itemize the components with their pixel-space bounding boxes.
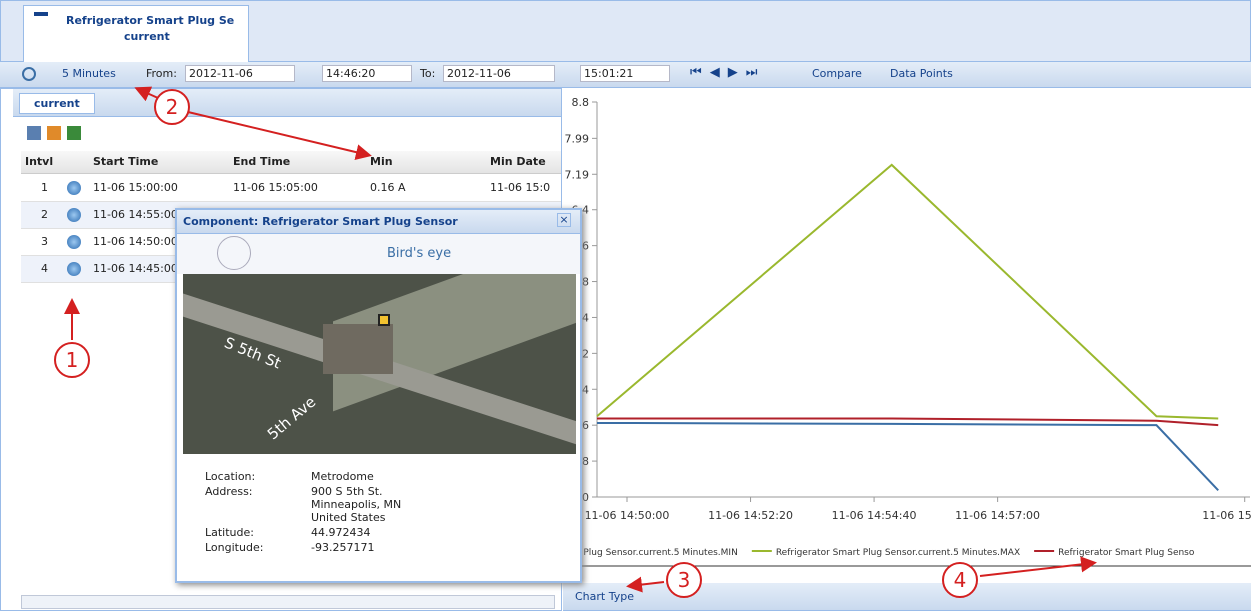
x-tick-label: 11-06 15:01:40 [1202,509,1251,522]
toolbar: 5 Minutes From: 2012-11-06 14:46:20 To: … [0,62,1251,88]
compare-button[interactable]: Compare [812,67,862,80]
popup-window: Component: Refrigerator Smart Plug Senso… [175,208,582,583]
table-cell: 1 [41,181,81,194]
scrollbar [21,595,555,609]
legend-entry: Refrigerator Smart Plug Senso [1058,548,1195,558]
table-cell: 11-06 15:05:00 [233,181,368,194]
from-date[interactable]: 2012-11-06 [185,65,295,82]
nav-buttons[interactable]: ⏮◀▶⏭ [690,65,765,80]
table-cell: 11-06 15:00:00 [93,181,231,194]
field-value: 900 S 5th St. Minneapolis, MN United Sta… [311,485,401,524]
table-cell: 4 [41,262,81,275]
x-tick-label: 11-06 14:54:40 [832,509,917,522]
field-label: Longitude: [205,541,263,554]
map[interactable]: S 5th St 5th Ave [183,274,576,454]
table-cell: 3 [41,235,81,248]
chart: 00.81.62.43.244.85.66.47.197.998.811-06 … [563,88,1251,583]
tab[interactable]: Refrigerator Smart Plug Se current [23,5,249,63]
interval-menu[interactable]: 5 Minutes [62,67,116,80]
location-info: Location: Metrodome Address: 900 S 5th St. … [205,470,565,580]
legend-entry: Refrigerator Smart Plug Sensor.current.5… [776,548,1020,558]
field-value: 44.972434 [311,526,371,539]
y-tick-label: 0 [582,491,589,504]
chart-type-menu[interactable]: Chart Type [575,590,634,603]
to-time[interactable]: 15:01:21 [580,65,670,82]
chart-panel: 00.81.62.43.244.85.66.47.197.998.811-06 … [563,88,1251,583]
field-value: Metrodome [311,470,374,483]
popup-title: Component: Refrigerator Smart Plug Senso… [183,215,458,228]
series-line [597,423,1218,490]
export-icons [27,126,87,142]
tab-subtitle: current [124,30,170,43]
x-tick-label: 11-06 14:57:00 [955,509,1040,522]
map-toolbar: Bird's eye [177,234,580,274]
y-tick-label: 8.8 [572,96,590,109]
to-date[interactable]: 2012-11-06 [443,65,555,82]
data-points-button[interactable]: Data Points [890,67,953,80]
chart-footer: Chart Type [563,583,1251,611]
left-tab-bar: current [13,89,561,117]
map-label: 5th Ave [264,393,319,444]
close-button[interactable]: × [557,213,571,227]
column-header: Start Time [93,155,231,168]
refresh-button[interactable] [22,67,36,81]
field-label: Latitude: [205,526,254,539]
legend-entry: mart Plug Sensor.current.5 Minutes.MIN [563,548,738,558]
tab-bar: Refrigerator Smart Plug Se current [0,0,1251,62]
tab-title: Refrigerator Smart Plug Se [66,14,234,27]
map-compass[interactable] [217,236,251,270]
field-value: -93.257171 [311,541,374,554]
table-cell: 2 [41,208,81,221]
y-tick-label: 7.99 [565,132,590,145]
to-label: To: [420,67,435,80]
x-tick-label: 11-06 14:52:20 [708,509,793,522]
table-cell: 11-06 15:0 [490,181,565,194]
series-line [597,165,1218,419]
field-label: Address: [205,485,253,498]
from-time[interactable]: 14:46:20 [322,65,412,82]
y-tick-label: 7.19 [565,168,590,181]
popup-header: Component: Refrigerator Smart Plug Senso… [177,210,580,234]
y-tick-label: 4 [582,311,589,324]
map-view-menu[interactable]: Bird's eye [387,246,451,261]
column-header: Min Date [490,155,565,168]
column-header: End Time [233,155,368,168]
left-tab[interactable]: current [19,93,95,114]
column-header: Min [370,155,488,168]
table-cell: 0.16 A [370,181,488,194]
field-label: Location: [205,470,255,483]
column-header: Intvl [25,155,65,168]
x-tick-label: 11-06 14:50:00 [585,509,670,522]
from-label: From: [146,67,177,80]
tab-icon [34,12,48,16]
page: Refrigerator Smart Plug Se current 5 Min… [0,0,1251,611]
